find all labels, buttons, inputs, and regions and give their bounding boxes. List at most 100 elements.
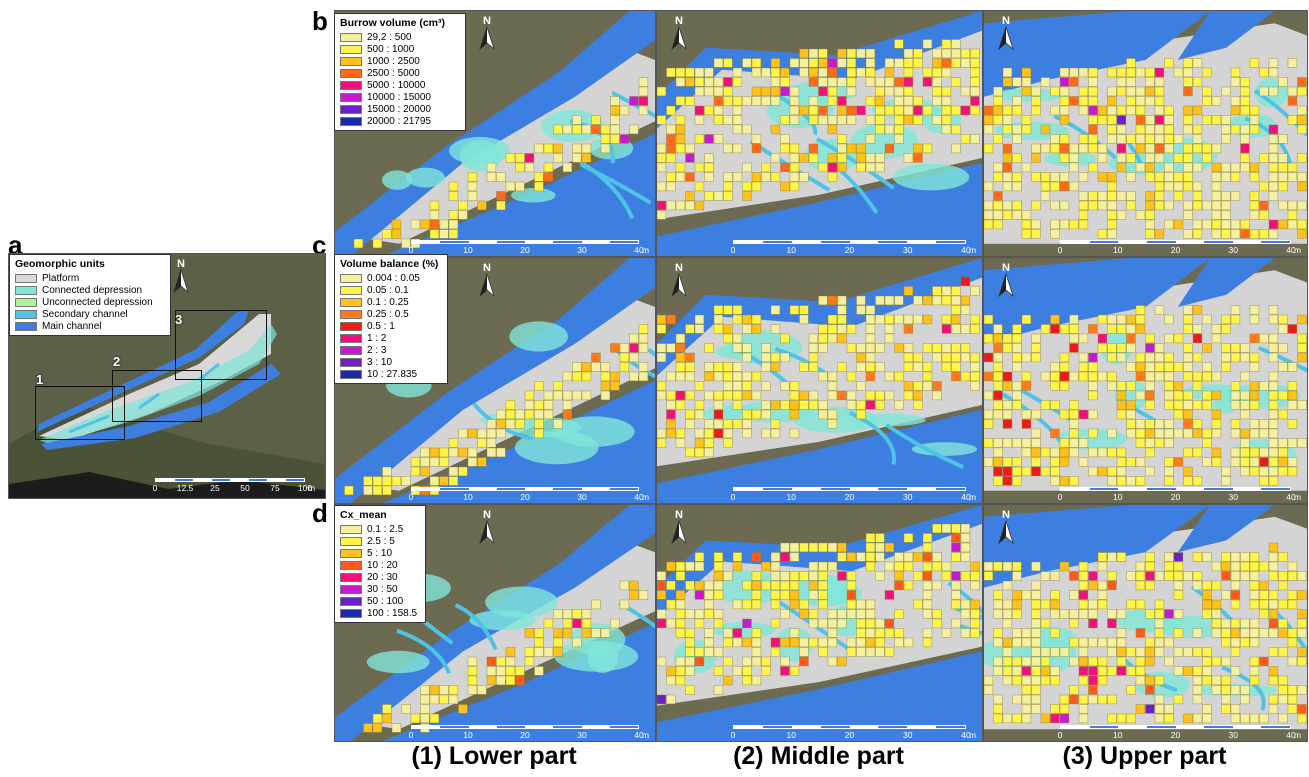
scale-tick-label: 30	[903, 245, 913, 255]
burrow-cell	[675, 599, 686, 610]
burrow-cell	[808, 542, 819, 553]
burrow-cell	[818, 295, 828, 306]
burrow-cell	[951, 305, 961, 315]
burrow-cell	[1031, 457, 1041, 467]
burrow-cell	[1040, 447, 1051, 458]
burrow-cell	[486, 172, 497, 182]
burrow-cell	[1088, 656, 1098, 667]
burrow-cell	[1287, 162, 1298, 173]
burrow-cell	[993, 476, 1003, 486]
burrow-cell	[1088, 428, 1098, 439]
detail-scale-bar: 0 10 20 30 40 m	[731, 487, 976, 503]
burrow-cell	[1135, 656, 1146, 667]
burrow-cell	[1192, 371, 1203, 382]
burrow-cell	[875, 343, 885, 353]
burrow-cell	[1230, 96, 1241, 106]
burrow-cell	[675, 77, 686, 87]
burrow-cell	[1211, 599, 1222, 610]
burrow-cell	[932, 286, 942, 296]
burrow-cell	[1145, 67, 1155, 78]
burrow-cell	[1240, 400, 1250, 410]
burrow-cell	[1050, 599, 1060, 610]
legend-item: 2 : 3	[340, 344, 442, 356]
burrow-cell	[1221, 552, 1231, 562]
burrow-cell	[932, 580, 942, 591]
burrow-cell	[732, 599, 743, 610]
burrow-cell	[1249, 105, 1260, 116]
burrow-cell	[1040, 466, 1051, 477]
burrow-cell	[799, 105, 809, 116]
burrow-cell	[439, 229, 449, 239]
connected-depression	[509, 321, 568, 352]
burrow-cell	[1097, 333, 1108, 344]
burrow-cell	[993, 134, 1003, 144]
burrow-cell	[1287, 704, 1298, 714]
burrow-cell	[1278, 314, 1288, 325]
legend-item-label: 15000 : 20000	[367, 103, 431, 115]
burrow-cell	[984, 219, 994, 230]
burrow-cell	[694, 67, 705, 78]
burrow-cell	[1164, 390, 1174, 401]
burrow-cell	[1297, 438, 1307, 448]
burrow-cell	[1268, 599, 1279, 610]
burrow-cell	[1012, 561, 1022, 572]
burrow-cell	[894, 295, 904, 306]
burrow-cell	[401, 476, 411, 486]
burrow-cell	[827, 656, 838, 667]
burrow-cell	[1164, 713, 1174, 724]
burrow-cell	[827, 58, 838, 68]
burrow-cell	[685, 172, 695, 182]
burrow-cell	[761, 343, 771, 353]
burrow-cell	[865, 324, 876, 334]
burrow-cell	[1221, 571, 1231, 581]
burrow-cell	[960, 295, 971, 306]
burrow-cell	[1126, 362, 1136, 372]
scale-bar-segments	[733, 487, 966, 491]
burrow-cell	[1211, 656, 1222, 667]
burrow-cell	[1173, 561, 1184, 572]
burrow-cell	[770, 77, 781, 87]
main-channel	[657, 651, 982, 741]
burrow-cell	[1192, 191, 1203, 201]
detail-scale-bar: 0 10 20 30 40 m	[1058, 240, 1301, 256]
burrow-cell	[993, 324, 1003, 334]
burrow-cell	[1031, 229, 1041, 239]
burrow-cell	[1183, 115, 1193, 125]
burrow-cell	[391, 219, 402, 230]
burrow-cell	[894, 58, 904, 68]
detail-scale-bar: 0 10 20 30 40 m	[409, 240, 649, 256]
burrow-cell	[1192, 476, 1203, 486]
burrow-cell	[694, 400, 705, 410]
burrow-cell	[1135, 67, 1146, 78]
burrow-cell	[1297, 219, 1307, 230]
burrow-cell	[553, 390, 563, 401]
burrow-cell	[827, 324, 838, 334]
legend-item-label: Platform	[42, 272, 80, 284]
burrow-cell	[818, 561, 828, 572]
burrow-cell	[1297, 86, 1307, 97]
burrow-cell	[723, 305, 733, 315]
burrow-cell	[1059, 561, 1070, 572]
burrow-cell	[1050, 571, 1060, 581]
burrow-cell	[1012, 381, 1022, 391]
burrow-cell	[1287, 685, 1298, 695]
burrow-cell	[1173, 457, 1184, 467]
burrow-cell	[865, 134, 876, 144]
burrow-cell	[1297, 333, 1307, 344]
burrow-cell	[970, 580, 980, 591]
burrow-cell	[675, 666, 686, 676]
burrow-cell	[894, 552, 904, 562]
burrow-cell	[1135, 362, 1146, 372]
burrow-cell	[1021, 115, 1032, 125]
burrow-cell	[1230, 561, 1241, 572]
burrow-cell	[818, 400, 828, 410]
burrow-cell	[391, 476, 402, 486]
burrow-cell	[808, 618, 819, 629]
burrow-cell	[534, 172, 544, 182]
burrow-cell	[704, 428, 714, 439]
burrow-cell	[1164, 400, 1174, 410]
burrow-cell	[761, 362, 771, 372]
burrow-cell	[1154, 67, 1165, 78]
main-channel	[383, 380, 655, 503]
main-channel	[657, 505, 982, 619]
